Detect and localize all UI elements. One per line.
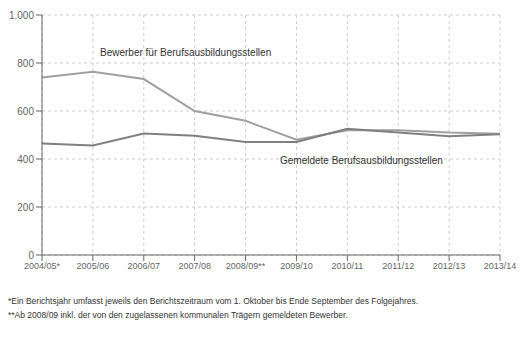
html-text:*Ein Berichtsjahr umfasst jewe: *Ein Berichtsjahr umfasst jeweils den Be… bbox=[8, 296, 419, 306]
svg-text:2008/09**: 2008/09** bbox=[226, 261, 266, 271]
svg-text:2011/12: 2011/12 bbox=[382, 261, 414, 271]
html-text:**Ab 2008/09 inkl. der von den: **Ab 2008/09 inkl. der von den zugelasse… bbox=[8, 310, 348, 320]
html-text:Bewerber für Berufsausbildungs: Bewerber für Berufsausbildungsstellen bbox=[100, 46, 272, 58]
svg-text:2005/06: 2005/06 bbox=[77, 261, 110, 271]
svg-text:2006/07: 2006/07 bbox=[128, 261, 161, 271]
svg-text:200: 200 bbox=[17, 202, 34, 213]
html-text:Gemeldete Berufsausbildungsste: Gemeldete Berufsausbildungsstellen bbox=[280, 154, 443, 166]
svg-text:2013/14: 2013/14 bbox=[484, 261, 512, 271]
svg-text:2010/11: 2010/11 bbox=[331, 261, 363, 271]
svg-text:2004/05*: 2004/05* bbox=[24, 261, 61, 271]
svg-text:600: 600 bbox=[17, 106, 34, 117]
svg-text:0: 0 bbox=[28, 250, 34, 261]
svg-text:2007/08: 2007/08 bbox=[178, 261, 211, 271]
svg-text:800: 800 bbox=[17, 58, 34, 69]
svg-text:1.000: 1.000 bbox=[9, 10, 34, 21]
svg-text:2012/13: 2012/13 bbox=[433, 261, 466, 271]
svg-text:2009/10: 2009/10 bbox=[280, 261, 313, 271]
svg-text:400: 400 bbox=[17, 154, 34, 165]
